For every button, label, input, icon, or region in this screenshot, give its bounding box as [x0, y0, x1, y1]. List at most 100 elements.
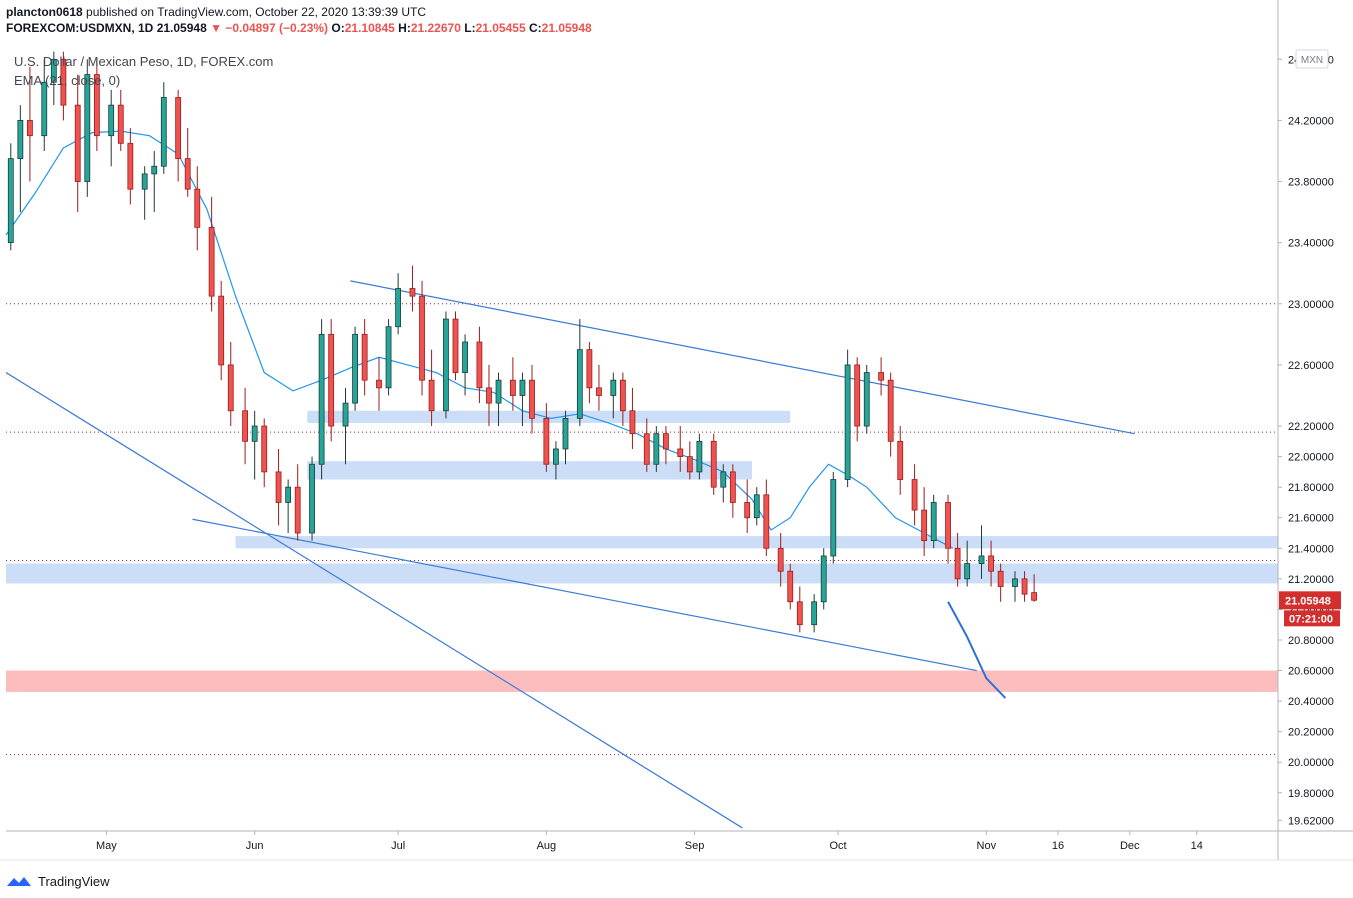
trendline-1 — [192, 518, 977, 672]
reference-lines-layer — [6, 303, 1278, 756]
candle-body-23 — [261, 425, 268, 473]
projection-path — [947, 601, 1007, 699]
candle-body-74 — [830, 479, 837, 557]
candle-body-54 — [610, 379, 617, 396]
candle-body-67 — [753, 494, 760, 519]
candle-body-8 — [93, 74, 100, 137]
open-value: 21.10845 — [344, 21, 395, 35]
y-tick-label: 20.20000 — [1288, 727, 1334, 739]
candle-body-59 — [663, 433, 669, 450]
x-tick-label: Oct — [829, 840, 846, 852]
candle-body-61 — [686, 456, 693, 473]
candle-body-53 — [596, 387, 602, 396]
price-tag-bg — [1279, 591, 1341, 610]
candle-body-82 — [921, 509, 928, 542]
candle-body-48 — [543, 417, 550, 465]
candle-body-5 — [60, 58, 67, 106]
trendline-2 — [5, 372, 743, 829]
zone-4 — [6, 670, 1278, 692]
publish-text: published on TradingView.com, October 22… — [86, 5, 427, 19]
candle-body-33 — [376, 379, 382, 389]
currency-badge-label: MXN — [1301, 55, 1323, 66]
y-tick-label: 22.00000 — [1288, 452, 1334, 464]
candle-body-10 — [117, 104, 124, 144]
candle-body-91 — [1021, 578, 1028, 595]
x-tick-label: Jul — [391, 840, 405, 852]
y-tick-label: 20.00000 — [1288, 757, 1334, 769]
candle-body-22 — [251, 425, 258, 442]
candle-body-55 — [619, 379, 626, 412]
candle-body-34 — [385, 326, 392, 389]
y-tick-label: 21.40000 — [1288, 543, 1334, 555]
y-tick-label: 21.20000 — [1288, 574, 1334, 586]
candle-body-57 — [643, 433, 650, 465]
publisher-name[interactable]: plancton0618 — [6, 5, 83, 19]
candle-body-80 — [897, 440, 904, 480]
candle-body-11 — [127, 142, 134, 190]
candle-body-30 — [342, 402, 349, 427]
candle-body-41 — [462, 341, 468, 373]
candle-body-49 — [553, 448, 559, 465]
footer: TradingView — [6, 870, 110, 892]
currency-badge — [1295, 49, 1329, 69]
trendlines-layer — [5, 280, 1135, 829]
candle-body-75 — [844, 364, 851, 480]
tradingview-logo-icon — [7, 877, 31, 886]
symbol-label[interactable]: FOREXCOM:USDMXN, 1D — [6, 21, 154, 35]
price-change: ▼ −0.04897 (−0.23%) — [210, 21, 329, 35]
x-tick-label: May — [96, 840, 117, 852]
candle-body-84 — [945, 502, 951, 549]
y-tick-label: 19.80000 — [1288, 788, 1334, 800]
candle-body-70 — [787, 570, 794, 603]
publish-info: plancton0618 published on TradingView.co… — [6, 4, 1286, 20]
countdown-bg — [1284, 610, 1340, 627]
trendline-0 — [350, 280, 1135, 435]
y-tick-label: 20.40000 — [1288, 696, 1334, 708]
candle-body-47 — [529, 379, 535, 419]
y-tick-label: 23.00000 — [1288, 299, 1334, 311]
candle-body-44 — [495, 379, 502, 404]
zone-1 — [307, 461, 752, 480]
candle-body-66 — [744, 502, 751, 519]
chart-header: plancton0618 published on TradingView.co… — [6, 4, 1286, 37]
y-tick-label: 20.80000 — [1288, 635, 1334, 647]
candle-body-45 — [509, 379, 516, 396]
x-tick-label: Jun — [246, 840, 264, 852]
chart-legend: U.S. Dollar / Mexican Peso, 1D, FOREX.co… — [14, 52, 273, 90]
zone-2 — [235, 536, 1279, 549]
candle-body-79 — [887, 379, 894, 442]
candle-body-76 — [854, 364, 861, 427]
footer-brand[interactable]: TradingView — [38, 873, 110, 889]
last-price: 21.05948 — [156, 21, 207, 35]
candle-body-56 — [629, 410, 636, 435]
candle-body-50 — [562, 417, 569, 450]
candle-body-3 — [41, 81, 48, 137]
candle-body-31 — [352, 333, 358, 404]
candle-body-68 — [763, 494, 770, 549]
candle-body-20 — [227, 364, 234, 412]
low-value: 21.05455 — [475, 21, 526, 35]
candle-body-29 — [328, 333, 335, 427]
candle-body-14 — [160, 97, 167, 167]
candle-body-38 — [428, 379, 435, 412]
candle-body-16 — [184, 158, 191, 190]
candle-body-83 — [930, 502, 937, 542]
candle-body-46 — [519, 379, 526, 396]
y-tick-label: 21.60000 — [1288, 513, 1334, 525]
candle-body-27 — [309, 463, 315, 534]
ohlc-line: FOREXCOM:USDMXN, 1D 21.05948 ▼ −0.04897 … — [6, 20, 1286, 37]
candle-body-25 — [285, 486, 292, 503]
candle-body-89 — [997, 570, 1004, 587]
y-tick-label: 24.20000 — [1288, 115, 1334, 127]
candle-body-73 — [820, 555, 827, 603]
candle-body-86 — [964, 563, 971, 580]
candle-body-37 — [419, 295, 425, 381]
candle-body-51 — [576, 349, 583, 419]
candle-body-40 — [452, 318, 459, 373]
candle-body-65 — [729, 471, 736, 503]
legend-indicator[interactable]: EMA (21, close, 0) — [14, 73, 121, 88]
candle-body-12 — [141, 173, 148, 190]
candle-body-24 — [275, 471, 282, 503]
x-tick-label: Dec — [1120, 840, 1140, 852]
